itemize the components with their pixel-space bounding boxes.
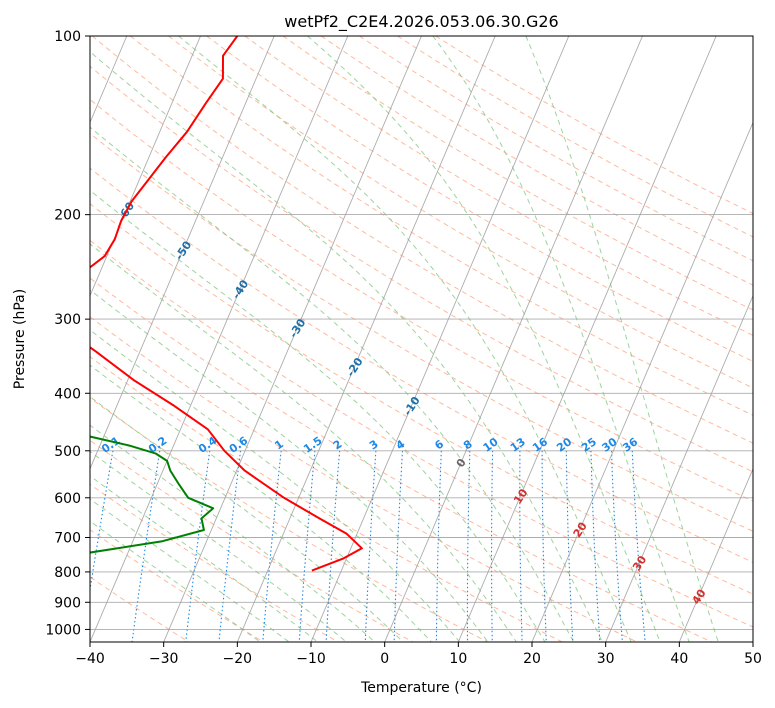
mixing-ratio-line [590,450,601,642]
isotherms [90,36,753,642]
dewpoint-profile [90,435,215,554]
mixing-ratio-line [298,450,316,642]
y-tick-label: 400 [54,386,81,402]
y-axis-label: Pressure (hPa) [12,289,28,389]
isotherm [163,36,422,642]
moist-adiabat [90,243,517,642]
x-tick-label: −10 [296,651,326,667]
isotherm-label: -80 [1,122,23,146]
isotherm [752,640,753,642]
dry-adiabat [282,36,753,311]
mixing-ratio-line [541,450,547,642]
x-axis: −40 −30 −20 −10 0 10 20 30 40 50 [75,642,762,667]
moist-adiabat [90,520,261,642]
x-tick-label: −40 [75,651,105,667]
isotherm [90,36,275,470]
isotherm [90,36,201,297]
x-tick-label: 0 [380,651,389,667]
isotherm [678,467,753,642]
mixing-ratio-line [435,450,442,642]
isotherm-label: -70 [58,161,80,185]
moist-adiabat [178,36,632,642]
dry-adiabat [244,36,753,336]
moist-adiabat [90,364,432,642]
isotherm [236,36,496,642]
moist-adiabats [90,36,719,642]
moist-adiabat [90,189,546,642]
mixing-ratio-line [565,450,574,642]
mixing-ratio-line [364,450,377,642]
mixing-ratio-line [610,450,623,642]
y-tick-label: 700 [54,531,81,547]
chart-title: wetPf2_C2E4.2026.053.06.30.G26 [284,12,558,32]
y-tick-label: 200 [54,208,81,224]
x-tick-label: 50 [744,651,762,667]
isotherm [384,36,643,642]
mixing-ratio-line [131,450,161,642]
dry-adiabat [90,98,753,502]
dry-adiabat [90,356,563,642]
dry-adiabat [90,397,488,642]
x-tick-label: −30 [149,651,179,667]
isotherm [605,294,753,642]
moist-adiabat [90,329,461,642]
y-tick-label: 300 [54,312,81,328]
mixing-ratio-line [262,450,282,642]
plot-frame [89,35,754,643]
mixing-ratio-line [393,450,404,642]
dry-adiabat [90,132,753,532]
moist-adiabat [432,36,690,642]
mixing-ratio-line [519,450,523,642]
moist-adiabat [90,396,404,642]
dry-adiabat [90,529,264,642]
x-tick-label: 20 [523,651,541,667]
isotherm [457,36,717,642]
y-tick-label: 900 [54,595,81,611]
y-tick-label: 600 [54,491,81,507]
moist-adiabat [90,126,575,642]
profiles [90,36,363,572]
x-tick-label: 30 [597,651,615,667]
moist-adiabat [90,289,489,642]
y-tick-label: 500 [54,444,81,460]
x-tick-label: 10 [449,651,467,667]
y-axis: 100 200 300 400 500 600 700 800 900 1000 [45,29,90,638]
moist-adiabat [90,450,347,642]
dry-adiabat [90,203,753,595]
x-tick-label: −20 [223,651,253,667]
dry-adiabat [90,576,190,642]
moist-adiabat [307,36,661,642]
dry-adiabat [90,65,753,473]
temperature-profile [90,36,363,572]
y-tick-label: 800 [54,565,81,581]
y-tick-label: 100 [54,29,81,45]
x-tick-label: 40 [670,651,688,667]
isotherm [531,121,753,642]
mixing-ratio-line [466,450,471,642]
isotherm [90,36,349,642]
moist-adiabat [90,498,290,642]
mixing-ratio-line [185,450,211,642]
moist-adiabat [90,51,603,642]
dry-adiabat [320,36,753,286]
dry-adiabat [90,239,753,628]
pressure-gridlines [90,36,753,630]
x-axis-label: Temperature (°C) [360,680,482,696]
mixing-ratio-line [218,450,242,642]
y-tick-label: 1000 [45,622,81,638]
dry-adiabat [90,277,712,642]
